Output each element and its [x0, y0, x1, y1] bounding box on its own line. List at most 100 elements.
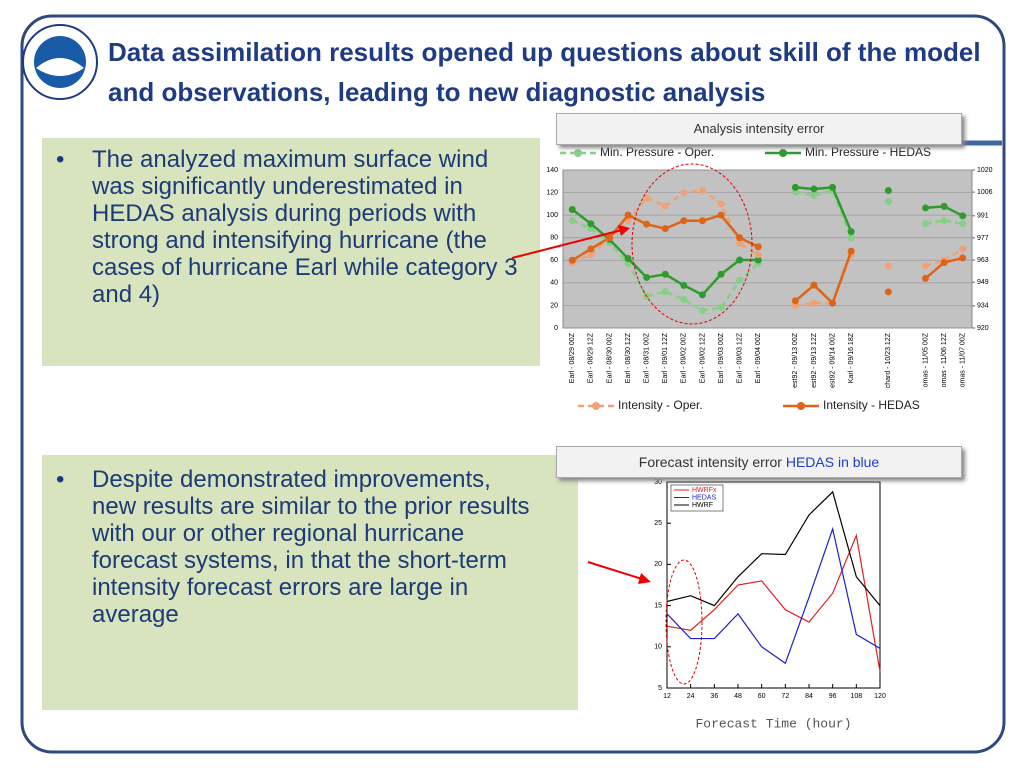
x-tick-label: 48 [734, 693, 742, 700]
point [717, 270, 725, 278]
bullet: The analyzed maximum surface wind was si… [56, 146, 532, 308]
y2-tick-label: 949 [977, 279, 989, 286]
point [717, 200, 725, 208]
chart-title-box: Analysis intensity error [556, 113, 962, 145]
point [568, 256, 576, 264]
x-tick-label: Earl - 08/30 00Z [606, 332, 613, 383]
x-tick-label: 96 [829, 693, 837, 700]
frame [20, 14, 1006, 754]
highlight-ellipse [665, 559, 703, 685]
point [884, 198, 892, 206]
y-tick-label: 5 [658, 685, 662, 692]
point [698, 307, 706, 315]
point [568, 206, 576, 213]
series-line [666, 533, 881, 672]
point [922, 204, 930, 212]
x-tick-label: 36 [710, 693, 718, 700]
point [624, 211, 632, 219]
y-tick-label: 10 [654, 644, 662, 651]
point [884, 187, 892, 195]
x-tick-label: Earl - 09/01 12Z [662, 332, 669, 383]
x-tick-label: omas - 11/07 00Z [960, 332, 967, 387]
arrow-head [638, 573, 651, 584]
y-tick-label: 120 [546, 189, 558, 196]
arrow-head [618, 225, 630, 236]
x-tick-label: omas - 11/05 00Z [922, 332, 929, 387]
chart-title: Forecast intensity error [638, 454, 782, 470]
y-tick-label: 30 [654, 479, 662, 486]
highlight-ellipse [631, 163, 753, 325]
plot-area [666, 481, 881, 689]
legend-label: HWRF [692, 502, 713, 509]
x-tick-label: chard - 10/23 12Z [885, 332, 892, 388]
point [661, 270, 669, 278]
point [847, 228, 855, 236]
legend-label: Intensity - Oper. [618, 398, 703, 412]
y-tick-label: 15 [654, 602, 662, 609]
y-tick-label: 20 [654, 561, 662, 568]
logo-gull [36, 58, 84, 76]
point [959, 212, 967, 220]
y2-tick-label: 1006 [977, 189, 993, 196]
x-tick-label: est92 - 09/14 00Z [829, 332, 836, 388]
x-tick-label: Earl - 09/02 12Z [699, 332, 706, 383]
legend-marker [779, 149, 787, 157]
point [661, 225, 669, 233]
point [959, 245, 967, 253]
point [847, 234, 855, 242]
chart-title: Analysis intensity error [693, 121, 825, 136]
arrow [511, 229, 623, 259]
point [959, 220, 967, 228]
point [661, 288, 669, 296]
point [643, 220, 651, 228]
x-tick-label: 24 [687, 693, 695, 700]
chart-title-box: Forecast intensity error HEDAS in blue [556, 446, 962, 478]
arrow [587, 561, 643, 580]
series-line [666, 526, 881, 665]
y-tick-label: 140 [546, 167, 558, 174]
point [698, 217, 706, 225]
point [680, 189, 688, 197]
point [940, 202, 948, 210]
y-tick-label: 80 [550, 235, 558, 242]
y2-tick-label: 934 [977, 303, 989, 310]
point [736, 256, 744, 264]
point [624, 254, 632, 262]
legend-marker [592, 402, 600, 410]
point [940, 217, 948, 225]
x-tick-label: 108 [850, 693, 862, 700]
point [587, 251, 595, 259]
x-tick-label: Earl - 08/29 00Z [569, 332, 576, 383]
point [791, 297, 799, 305]
point [922, 262, 930, 270]
point [736, 277, 744, 285]
x-tick-label: Earl - 09/02 00Z [681, 332, 688, 383]
slide-title: Data assimilation results opened up ques… [108, 37, 981, 107]
y-tick-label: 60 [550, 257, 558, 264]
series-line [571, 189, 963, 312]
x-tick-label: omas - 11/06 12Z [941, 332, 948, 387]
point [884, 262, 892, 270]
chart-title-note: HEDAS in blue [785, 454, 880, 470]
point [643, 273, 651, 281]
point [959, 254, 967, 262]
point [717, 303, 725, 311]
point [661, 202, 669, 210]
point [810, 185, 818, 193]
point [922, 274, 930, 282]
point [810, 299, 818, 307]
point [847, 247, 855, 255]
point [754, 256, 762, 264]
x-tick-label: 72 [781, 693, 789, 700]
point [587, 220, 595, 228]
series-line [666, 490, 881, 607]
y2-tick-label: 920 [977, 325, 989, 332]
y2-tick-label: 991 [977, 213, 989, 220]
y2-tick-label: 963 [977, 257, 989, 264]
point [680, 296, 688, 304]
x-tick-label: 84 [805, 693, 813, 700]
y-tick-label: 0 [554, 325, 558, 332]
legend-label: Intensity - HEDAS [823, 398, 920, 412]
